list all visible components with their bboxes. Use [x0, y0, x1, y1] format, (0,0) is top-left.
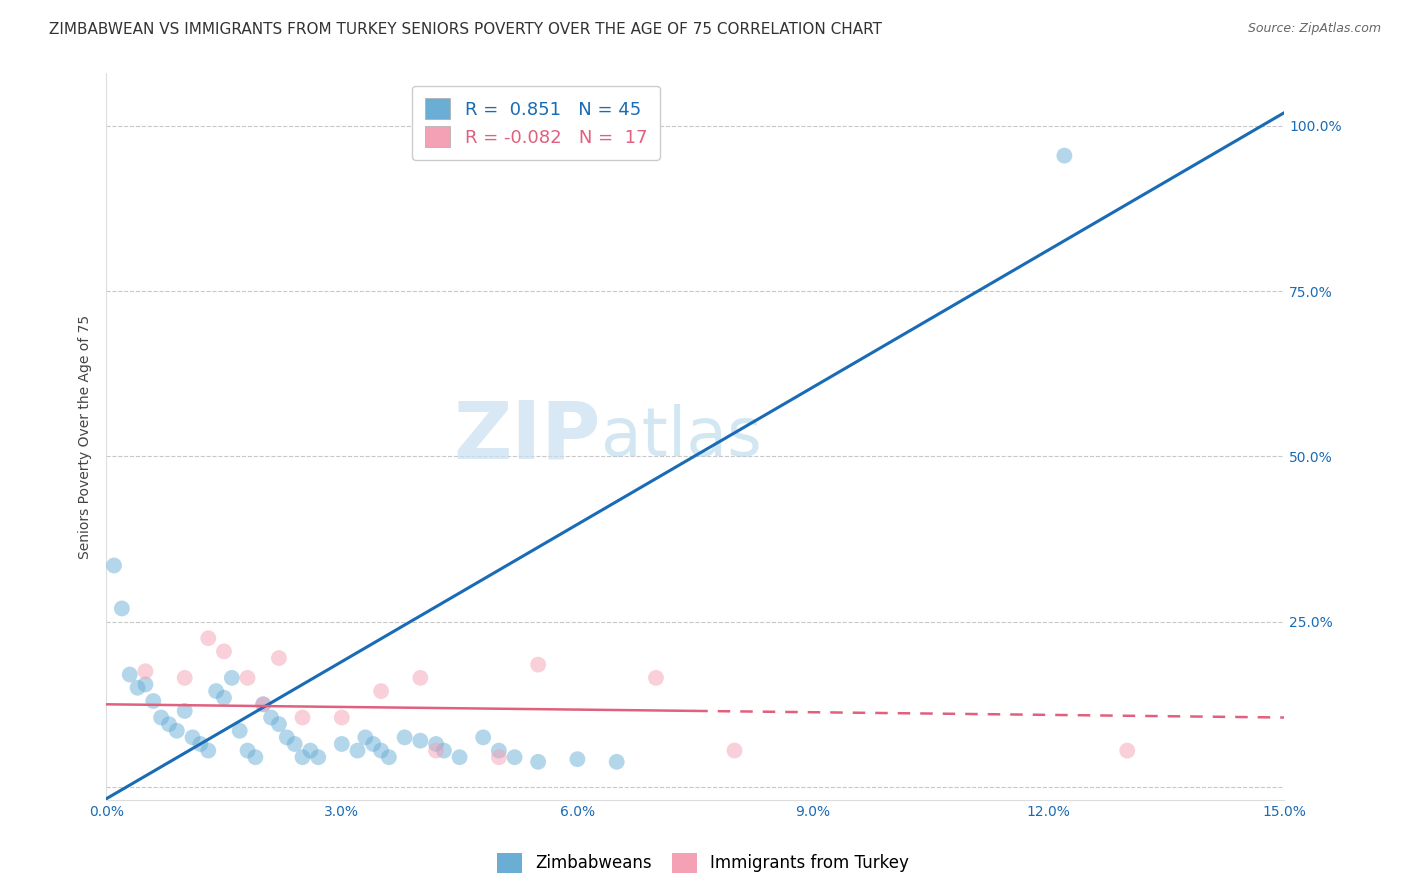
Point: [267, 717, 290, 731]
Point: [291, 710, 314, 724]
Point: [197, 631, 219, 645]
Point: [488, 750, 510, 764]
Point: [284, 737, 307, 751]
Point: [291, 750, 314, 764]
Point: [346, 743, 368, 757]
Point: [212, 690, 235, 705]
Point: [606, 755, 628, 769]
Point: [190, 737, 212, 751]
Point: [236, 671, 259, 685]
Point: [118, 667, 141, 681]
Point: [354, 731, 377, 745]
Point: [307, 750, 329, 764]
Point: [409, 733, 432, 747]
Point: [212, 644, 235, 658]
Point: [142, 694, 165, 708]
Point: [503, 750, 526, 764]
Point: [228, 723, 250, 738]
Point: [370, 684, 392, 698]
Point: [723, 743, 745, 757]
Text: ZIMBABWEAN VS IMMIGRANTS FROM TURKEY SENIORS POVERTY OVER THE AGE OF 75 CORRELAT: ZIMBABWEAN VS IMMIGRANTS FROM TURKEY SEN…: [49, 22, 882, 37]
Point: [449, 750, 471, 764]
Point: [433, 743, 456, 757]
Point: [1116, 743, 1139, 757]
Point: [378, 750, 401, 764]
Text: Source: ZipAtlas.com: Source: ZipAtlas.com: [1247, 22, 1381, 36]
Point: [567, 752, 589, 766]
Point: [197, 743, 219, 757]
Y-axis label: Seniors Poverty Over the Age of 75: Seniors Poverty Over the Age of 75: [79, 315, 93, 558]
Point: [299, 743, 322, 757]
Point: [488, 743, 510, 757]
Text: ZIP: ZIP: [454, 398, 600, 475]
Point: [166, 723, 188, 738]
Point: [1053, 148, 1076, 162]
Point: [276, 731, 298, 745]
Point: [173, 704, 195, 718]
Point: [252, 698, 274, 712]
Point: [260, 710, 283, 724]
Legend: R =  0.851   N = 45, R = -0.082   N =  17: R = 0.851 N = 45, R = -0.082 N = 17: [412, 86, 659, 160]
Point: [127, 681, 149, 695]
Point: [330, 710, 353, 724]
Point: [111, 601, 134, 615]
Point: [409, 671, 432, 685]
Point: [157, 717, 180, 731]
Point: [150, 710, 173, 724]
Point: [173, 671, 195, 685]
Point: [236, 743, 259, 757]
Point: [181, 731, 204, 745]
Legend: Zimbabweans, Immigrants from Turkey: Zimbabweans, Immigrants from Turkey: [491, 847, 915, 880]
Point: [103, 558, 125, 573]
Point: [267, 651, 290, 665]
Point: [527, 657, 550, 672]
Text: atlas: atlas: [600, 403, 762, 469]
Point: [370, 743, 392, 757]
Point: [245, 750, 267, 764]
Point: [252, 698, 274, 712]
Point: [472, 731, 495, 745]
Point: [134, 677, 156, 691]
Point: [330, 737, 353, 751]
Point: [394, 731, 416, 745]
Point: [134, 665, 156, 679]
Point: [205, 684, 228, 698]
Point: [361, 737, 384, 751]
Point: [645, 671, 668, 685]
Point: [527, 755, 550, 769]
Point: [425, 743, 447, 757]
Point: [425, 737, 447, 751]
Point: [221, 671, 243, 685]
